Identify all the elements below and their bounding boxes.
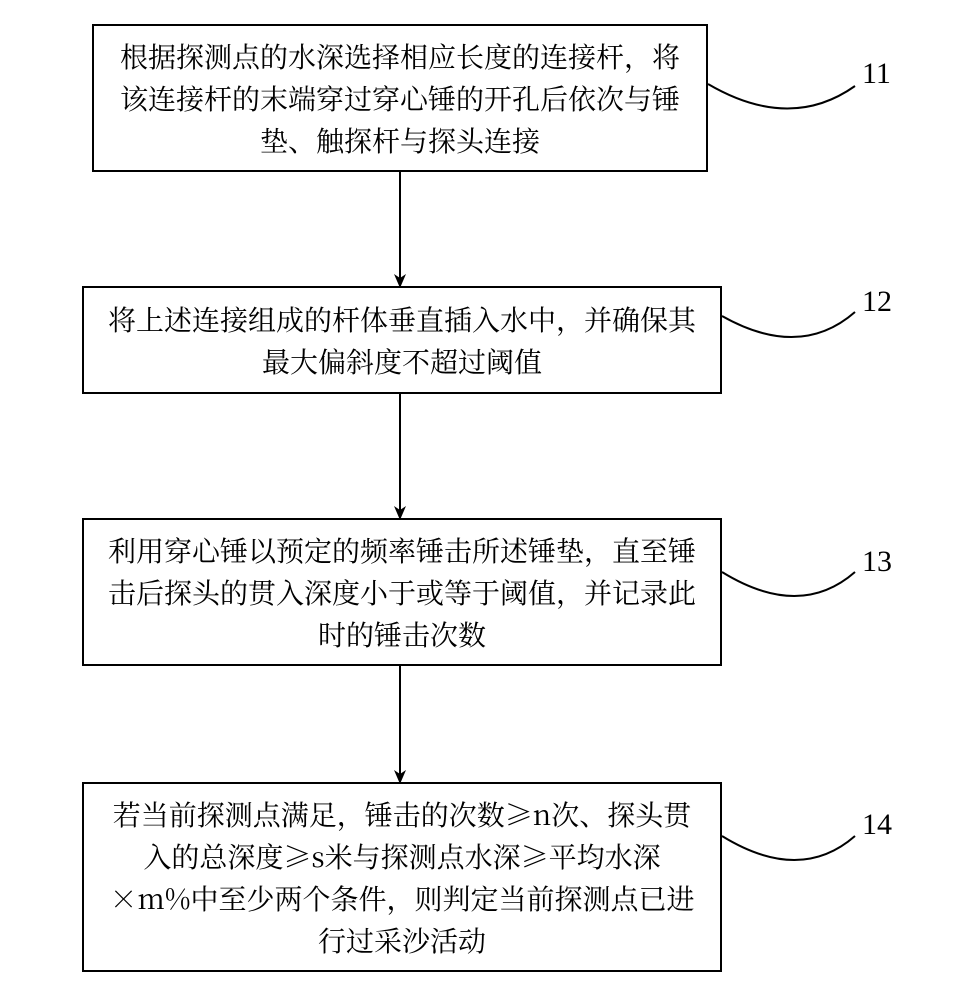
flow-step-13-label: 13 xyxy=(862,545,892,579)
flowchart-canvas: 根据探测点的水深选择相应长度的连接杆，将该连接杆的末端穿过穿心锤的开孔后依次与锤… xyxy=(0,0,976,1000)
flow-step-11-text: 根据探测点的水深选择相应长度的连接杆，将该连接杆的末端穿过穿心锤的开孔后依次与锤… xyxy=(114,35,686,161)
flow-step-11-label: 11 xyxy=(862,57,891,91)
leaders-group xyxy=(708,84,855,860)
flow-step-14-label: 14 xyxy=(862,808,892,842)
flow-step-14-text: 若当前探测点满足，锤击的次数≥n次、探头贯入的总深度≥s米与探测点水深≥平均水深… xyxy=(104,793,700,961)
flow-step-13: 利用穿心锤以预定的频率锤击所述锤垫，直至锤击后探头的贯入深度小于或等于阈值，并记… xyxy=(82,518,722,666)
flow-step-12-label: 12 xyxy=(862,285,892,319)
leader-line xyxy=(722,572,855,596)
leader-line xyxy=(722,312,855,337)
flow-step-12: 将上述连接组成的杆体垂直插入水中，并确保其最大偏斜度不超过阈值 xyxy=(82,286,722,394)
leader-line xyxy=(722,836,855,860)
flow-step-11: 根据探测点的水深选择相应长度的连接杆，将该连接杆的末端穿过穿心锤的开孔后依次与锤… xyxy=(92,24,708,172)
leader-line xyxy=(708,84,855,109)
flow-step-14: 若当前探测点满足，锤击的次数≥n次、探头贯入的总深度≥s米与探测点水深≥平均水深… xyxy=(82,782,722,972)
flow-step-13-text: 利用穿心锤以预定的频率锤击所述锤垫，直至锤击后探头的贯入深度小于或等于阈值，并记… xyxy=(104,529,700,655)
flow-step-12-text: 将上述连接组成的杆体垂直插入水中，并确保其最大偏斜度不超过阈值 xyxy=(104,298,700,382)
